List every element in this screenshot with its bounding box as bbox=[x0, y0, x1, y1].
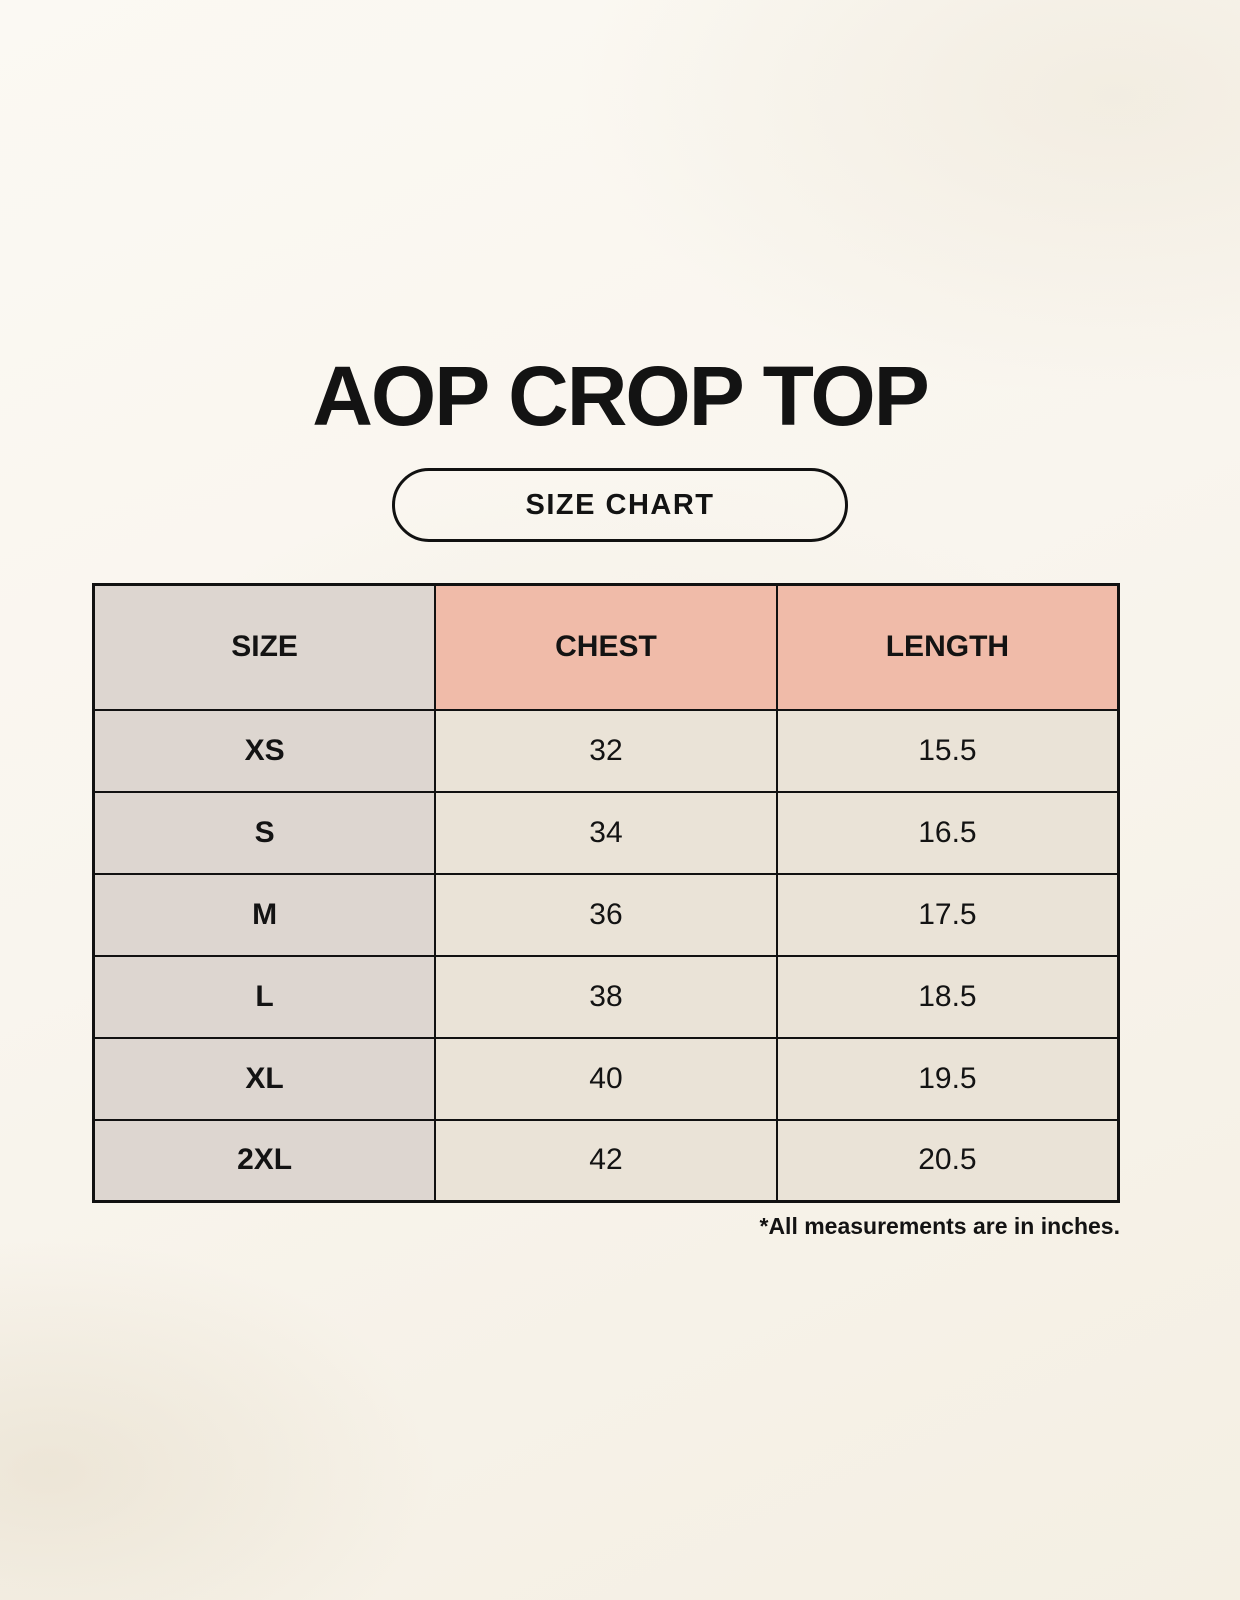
size-cell: 2XL bbox=[92, 1118, 437, 1203]
length-cell: 17.5 bbox=[775, 872, 1120, 957]
chest-cell: 32 bbox=[434, 708, 778, 793]
length-cell: 19.5 bbox=[775, 1036, 1120, 1121]
length-cell: 16.5 bbox=[775, 790, 1120, 875]
table-row: S 34 16.5 bbox=[92, 790, 1120, 875]
size-cell: M bbox=[92, 872, 437, 957]
column-header-size: SIZE bbox=[92, 583, 437, 711]
size-table-header: SIZE CHEST LENGTH bbox=[92, 583, 1120, 711]
page-title: AOP CROP TOP bbox=[312, 349, 930, 443]
table-row: L 38 18.5 bbox=[92, 954, 1120, 1039]
size-cell: XL bbox=[92, 1036, 437, 1121]
size-cell: L bbox=[92, 954, 437, 1039]
chest-cell: 36 bbox=[434, 872, 778, 957]
column-header-chest: CHEST bbox=[434, 583, 778, 711]
size-table: SIZE CHEST LENGTH XS 32 15.5 S 34 16.5 M… bbox=[92, 583, 1120, 1203]
table-row: XS 32 15.5 bbox=[92, 708, 1120, 793]
column-header-length: LENGTH bbox=[775, 583, 1120, 711]
chest-cell: 42 bbox=[434, 1118, 778, 1203]
table-row: 2XL 42 20.5 bbox=[92, 1118, 1120, 1203]
size-cell: S bbox=[92, 790, 437, 875]
size-table-header-row: SIZE CHEST LENGTH bbox=[92, 583, 1120, 711]
size-chart-badge-label: SIZE CHART bbox=[525, 488, 715, 521]
size-cell: XS bbox=[92, 708, 437, 793]
table-row: M 36 17.5 bbox=[92, 872, 1120, 957]
chest-cell: 34 bbox=[434, 790, 778, 875]
measurements-footnote: *All measurements are in inches. bbox=[759, 1213, 1121, 1239]
length-cell: 18.5 bbox=[775, 954, 1120, 1039]
size-table-body: XS 32 15.5 S 34 16.5 M 36 17.5 L 38 18.5… bbox=[92, 708, 1120, 1203]
chest-cell: 38 bbox=[434, 954, 778, 1039]
chest-cell: 40 bbox=[434, 1036, 778, 1121]
length-cell: 20.5 bbox=[775, 1118, 1120, 1203]
size-chart-badge: SIZE CHART bbox=[392, 468, 848, 542]
table-row: XL 40 19.5 bbox=[92, 1036, 1120, 1121]
length-cell: 15.5 bbox=[775, 708, 1120, 793]
